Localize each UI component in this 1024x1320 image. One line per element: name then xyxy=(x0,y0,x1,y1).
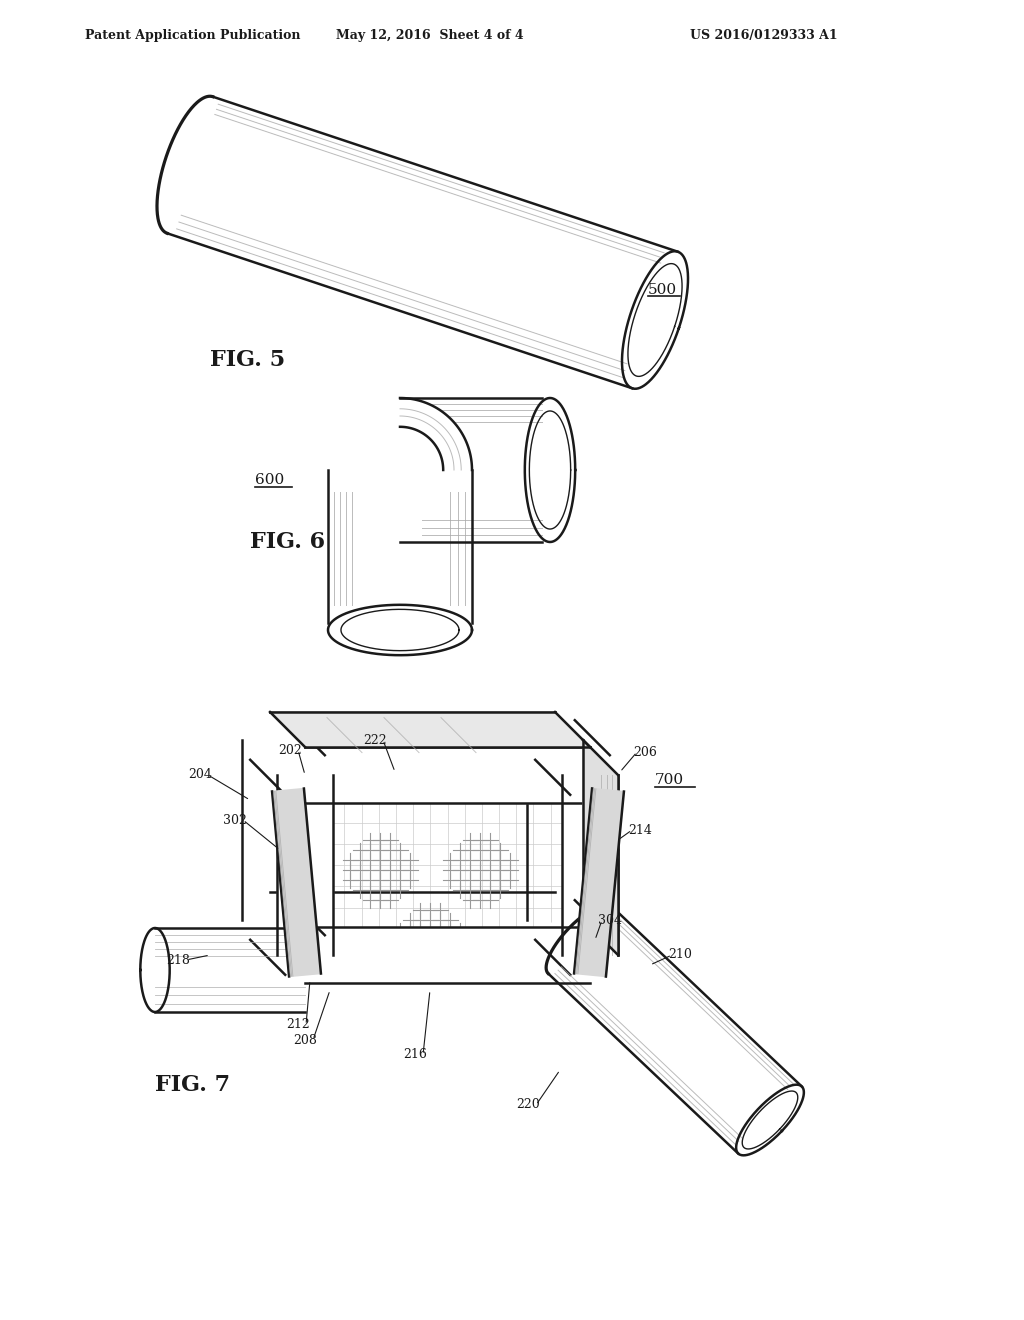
Text: Patent Application Publication: Patent Application Publication xyxy=(85,29,300,41)
Polygon shape xyxy=(270,711,555,768)
Text: 212: 212 xyxy=(286,1019,310,1031)
Polygon shape xyxy=(583,741,618,954)
Text: 206: 206 xyxy=(633,746,657,759)
Text: 214: 214 xyxy=(628,824,652,837)
Polygon shape xyxy=(305,927,590,983)
Text: 204: 204 xyxy=(188,768,212,781)
Polygon shape xyxy=(536,721,610,795)
Polygon shape xyxy=(527,741,583,920)
Text: 304: 304 xyxy=(598,913,622,927)
Polygon shape xyxy=(250,721,325,795)
Text: US 2016/0129333 A1: US 2016/0129333 A1 xyxy=(690,29,838,41)
Text: 210: 210 xyxy=(668,949,692,961)
Text: FIG. 6: FIG. 6 xyxy=(250,531,326,553)
Polygon shape xyxy=(250,900,325,974)
Text: 216: 216 xyxy=(403,1048,427,1061)
Text: 222: 222 xyxy=(364,734,387,747)
Polygon shape xyxy=(242,741,298,920)
Text: FIG. 7: FIG. 7 xyxy=(155,1074,230,1096)
Polygon shape xyxy=(536,900,610,974)
Polygon shape xyxy=(574,788,624,977)
Text: May 12, 2016  Sheet 4 of 4: May 12, 2016 Sheet 4 of 4 xyxy=(336,29,524,41)
Text: 218: 218 xyxy=(166,953,189,966)
Text: FIG. 5: FIG. 5 xyxy=(210,348,285,371)
Polygon shape xyxy=(270,892,555,948)
Text: 202: 202 xyxy=(279,743,302,756)
Text: 500: 500 xyxy=(648,282,677,297)
Polygon shape xyxy=(270,711,590,747)
Polygon shape xyxy=(272,788,321,977)
Text: 208: 208 xyxy=(293,1034,317,1047)
Text: 600: 600 xyxy=(255,473,285,487)
Polygon shape xyxy=(278,775,333,954)
Text: 700: 700 xyxy=(655,774,684,787)
Text: 302: 302 xyxy=(223,813,247,826)
Text: 220: 220 xyxy=(516,1098,540,1111)
Polygon shape xyxy=(562,775,618,954)
Polygon shape xyxy=(400,399,472,470)
Polygon shape xyxy=(305,747,590,803)
